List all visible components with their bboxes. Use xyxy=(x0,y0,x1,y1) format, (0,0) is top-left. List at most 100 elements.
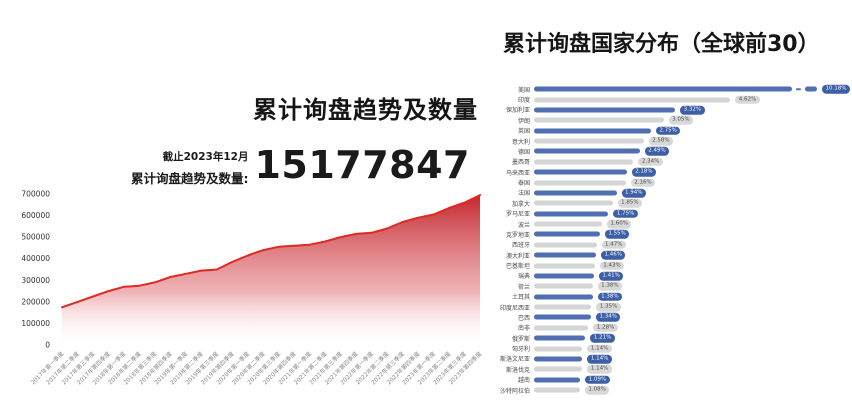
country-label: 巴西 xyxy=(517,314,530,322)
country-label: 巴基斯坦 xyxy=(505,263,530,271)
bar xyxy=(534,304,592,310)
bar-track: 1.21% xyxy=(534,333,851,343)
bar-row: 罗马尼亚 1.75% xyxy=(489,209,851,219)
bar xyxy=(534,128,651,134)
value-badge: 1.08% xyxy=(584,385,610,395)
bar-track: 1.14% xyxy=(534,364,851,374)
bar-row: 巴基斯坦 1.43% xyxy=(489,260,851,270)
value-badge: 1.41% xyxy=(598,271,624,281)
y-tick-label: 100000 xyxy=(21,319,50,328)
bar xyxy=(534,159,634,165)
country-label: 罗马尼亚 xyxy=(505,211,530,219)
country-label: 美国 xyxy=(517,86,530,94)
bar xyxy=(534,356,583,362)
y-tick-label: 700000 xyxy=(21,190,50,199)
bar-track: 1.08% xyxy=(534,385,851,395)
bar-track: 1.38% xyxy=(534,281,851,291)
bar xyxy=(534,335,586,341)
country-label: 南非 xyxy=(517,325,530,333)
value-badge: 2.18% xyxy=(631,167,657,177)
country-label: 加拿大 xyxy=(511,200,530,208)
value-badge: 1.60% xyxy=(607,219,632,229)
bar-segment xyxy=(805,86,817,92)
bar-track: 1.85% xyxy=(534,198,851,208)
country-label: 澳大利亚 xyxy=(505,252,530,260)
value-badge: 3.05% xyxy=(668,116,694,125)
country-label: 意大利 xyxy=(511,138,530,146)
value-badge: 1.75% xyxy=(613,209,638,218)
bar-row: 南非 1.28% xyxy=(489,323,851,333)
country-label: 斯洛伐克 xyxy=(505,366,530,374)
stat-total-value: 15177847 xyxy=(254,143,470,187)
bar-row: 瑞典 1.41% xyxy=(489,271,851,281)
trend-plot: 700000 600000 500000 400000 300000 200000 1000… xyxy=(21,190,483,387)
y-tick-label: 0 xyxy=(45,341,50,350)
bar-track: 1.46% xyxy=(534,250,851,260)
value-badge: 4.62% xyxy=(735,95,760,104)
trend-stat-captions: 截止2023年12月 累计询盘趋势及数量: xyxy=(131,144,249,187)
country-label: 保加利亚 xyxy=(505,107,530,115)
y-tick-label: 300000 xyxy=(21,276,50,285)
country-bar-chart: 美国 10.18% 印度 4.62% 保加利亚 3.32% 伊朗 3.05% 英国 2.75% 意大… xyxy=(489,84,851,395)
bar xyxy=(534,231,600,237)
value-badge: 1.47% xyxy=(601,240,626,250)
axis-break-dash xyxy=(796,88,801,90)
y-tick-label: 400000 xyxy=(21,254,50,263)
bar-row: 加拿大 1.85% xyxy=(489,198,851,208)
y-tick-label: 600000 xyxy=(21,211,50,220)
trend-area-svg: 700000 600000 500000 400000 300000 200000 1000… xyxy=(21,190,483,387)
country-label: 英国 xyxy=(517,128,530,136)
bar-track: 2.18% xyxy=(534,167,851,177)
country-chart-title: 累计询盘国家分布（全球前30） xyxy=(503,32,820,57)
bar-row: 斯洛文尼亚 1.14% xyxy=(489,354,851,364)
y-tick-label: 200000 xyxy=(21,297,50,306)
value-badge: 10.18% xyxy=(822,84,850,94)
bar xyxy=(534,148,640,154)
bar-track: 3.05% xyxy=(534,115,851,125)
country-label: 印度 xyxy=(517,97,530,105)
y-tick-label: 500000 xyxy=(21,233,50,242)
bar-row: 英国 2.75% xyxy=(489,126,851,136)
bar-track: 2.75% xyxy=(534,126,851,136)
value-badge: 1.35% xyxy=(596,302,621,312)
country-label: 法国 xyxy=(517,190,530,198)
value-badge: 2.58% xyxy=(648,136,674,146)
bar-track: 1.55% xyxy=(534,229,851,239)
bar xyxy=(534,221,602,227)
country-label: 克罗地亚 xyxy=(505,231,530,239)
bar xyxy=(534,346,583,352)
value-badge: 2.75% xyxy=(655,126,681,135)
value-badge: 1.55% xyxy=(604,230,630,239)
stat-label-text: 累计询盘趋势及数量: xyxy=(130,171,249,186)
bar xyxy=(534,294,593,300)
bar-row: 土耳其 1.38% xyxy=(489,292,851,302)
country-label: 印度尼西亚 xyxy=(499,304,530,312)
bar-track: 1.94% xyxy=(534,188,851,198)
country-label: 沙特阿拉伯 xyxy=(499,387,530,395)
bar-row: 意大利 2.58% xyxy=(489,136,851,146)
bar xyxy=(534,377,581,383)
value-badge: 2.49% xyxy=(644,147,670,156)
country-label: 越南 xyxy=(517,377,530,385)
value-badge: 1.14% xyxy=(587,365,612,374)
bar-row: 沙特阿拉伯 1.08% xyxy=(489,385,851,395)
bar-track: 1.28% xyxy=(534,323,851,333)
country-label: 泰国 xyxy=(517,180,530,188)
trend-stat: 截止2023年12月 累计询盘趋势及数量: 15177847 xyxy=(131,143,470,187)
value-badge: 1.46% xyxy=(601,250,626,260)
bar-row: 印度尼西亚 1.35% xyxy=(489,302,851,312)
trend-chart-title: 累计询盘趋势及数量 xyxy=(253,96,478,124)
bar-row: 美国 10.18% xyxy=(489,84,851,94)
country-label: 土耳其 xyxy=(511,294,530,302)
bar-row: 波兰 1.60% xyxy=(489,219,851,229)
bar-track: 1.14% xyxy=(534,343,851,353)
value-badge: 1.43% xyxy=(599,261,625,270)
value-badge: 1.14% xyxy=(587,344,612,353)
bar-track: 1.35% xyxy=(534,302,851,312)
value-badge: 1.85% xyxy=(617,199,643,208)
bar xyxy=(534,273,594,279)
bar-row: 保加利亚 3.32% xyxy=(489,105,851,115)
bar-track: 1.60% xyxy=(534,219,851,229)
stat-asof-text: 截止2023年12月 xyxy=(162,151,249,163)
country-label: 西班牙 xyxy=(511,242,530,250)
